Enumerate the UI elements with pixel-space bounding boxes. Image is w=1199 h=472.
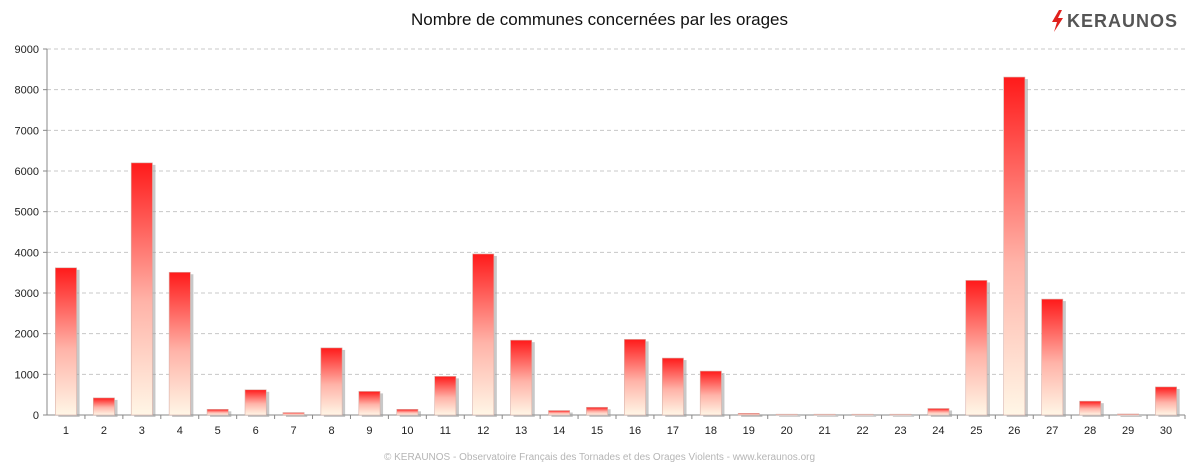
x-tick-label: 27 [1046,425,1058,437]
x-tick-label: 24 [932,425,944,437]
x-tick-label: 29 [1122,425,1134,437]
y-tick-label: 9000 [15,44,39,56]
bar [320,347,343,416]
bar [1155,386,1177,416]
bar-shadow [741,415,763,417]
x-tick-label: 10 [401,425,413,437]
bar-shadow [1120,415,1142,417]
bar [737,413,760,416]
bar [92,397,115,416]
bar [1117,413,1140,416]
bar [55,267,77,416]
x-tick-label: 30 [1160,425,1172,437]
bar [1041,298,1064,416]
x-tick-label: 15 [591,425,603,437]
brand-name: KERAUNOS [1067,10,1179,31]
x-tick-label: 23 [894,425,906,437]
y-tick-label: 1000 [15,369,39,381]
x-tick-label: 12 [477,425,489,437]
x-tick-label: 22 [856,425,868,437]
bar [661,357,684,416]
y-tick-label: 2000 [15,329,39,341]
bar [813,413,836,416]
bar [1003,76,1026,416]
bar [130,162,153,416]
y-tick-label: 6000 [15,166,39,178]
x-tick-label: 14 [553,425,565,437]
brand-logo: KERAUNOS [1050,10,1178,32]
x-tick-label: 6 [253,425,259,437]
x-tick-label: 4 [177,425,183,437]
x-tick-label: 25 [970,425,982,437]
bar-shadow [892,416,915,417]
bar [168,271,191,416]
y-tick-label: 7000 [15,125,39,137]
x-tick-label: 3 [139,425,145,437]
x-tick-label: 19 [743,425,755,437]
bar [244,389,267,416]
x-tick-label: 16 [629,425,641,437]
bar [396,409,419,416]
bar [624,339,646,416]
x-tick-label: 18 [705,425,717,437]
x-tick-label: 13 [515,425,527,437]
x-tick-label: 21 [819,425,831,437]
bar [510,339,533,416]
y-tick-label: 0 [33,410,39,422]
bar-shadow [817,416,839,417]
lightning-bolt-icon [1052,10,1063,32]
chart-title: Nombre de communes concernées par les or… [410,10,789,29]
y-tick-label: 5000 [15,207,39,219]
bar [434,376,457,416]
x-tick-label: 8 [328,425,334,437]
bar-shadow [854,416,877,417]
bar [1079,400,1102,416]
bar [206,409,229,416]
bar [889,413,912,416]
x-tick-label: 9 [366,425,372,437]
bar [358,391,381,416]
bar [586,406,608,416]
bar-shadow [779,416,801,417]
x-tick-label: 28 [1084,425,1096,437]
y-tick-labels: 0 1000 2000 3000 4000 5000 6000 7000 8000 9000 [15,44,39,422]
grid-lines [43,48,1185,416]
bar [548,410,571,416]
x-tick-label: 1 [63,425,69,437]
x-tick-label: 20 [781,425,793,437]
bar [472,253,495,416]
x-tick-label: 5 [215,425,221,437]
bar [927,408,950,416]
y-tick-label: 4000 [15,247,39,259]
bar [965,280,988,416]
bars [55,76,1180,417]
y-tick-label: 8000 [15,85,39,97]
x-tick-labels: 1 2 3 4 5 6 7 8 9 10 11 12 13 14 15 16 17 18 19 20 21 22 23 24 2… [63,415,1186,437]
bar [699,370,722,416]
bar [282,412,305,416]
footer-credit: © KERAUNOS - Observatoire Français des T… [383,452,816,463]
x-tick-label: 7 [291,425,297,437]
x-tick-label: 11 [440,425,451,437]
y-tick-label: 3000 [15,288,39,300]
x-tick-label: 26 [1008,425,1020,437]
bar-shadow [285,414,308,417]
x-tick-label: 2 [101,425,107,437]
x-tick-label: 17 [667,425,679,437]
bar [851,413,874,416]
bar [775,413,798,416]
